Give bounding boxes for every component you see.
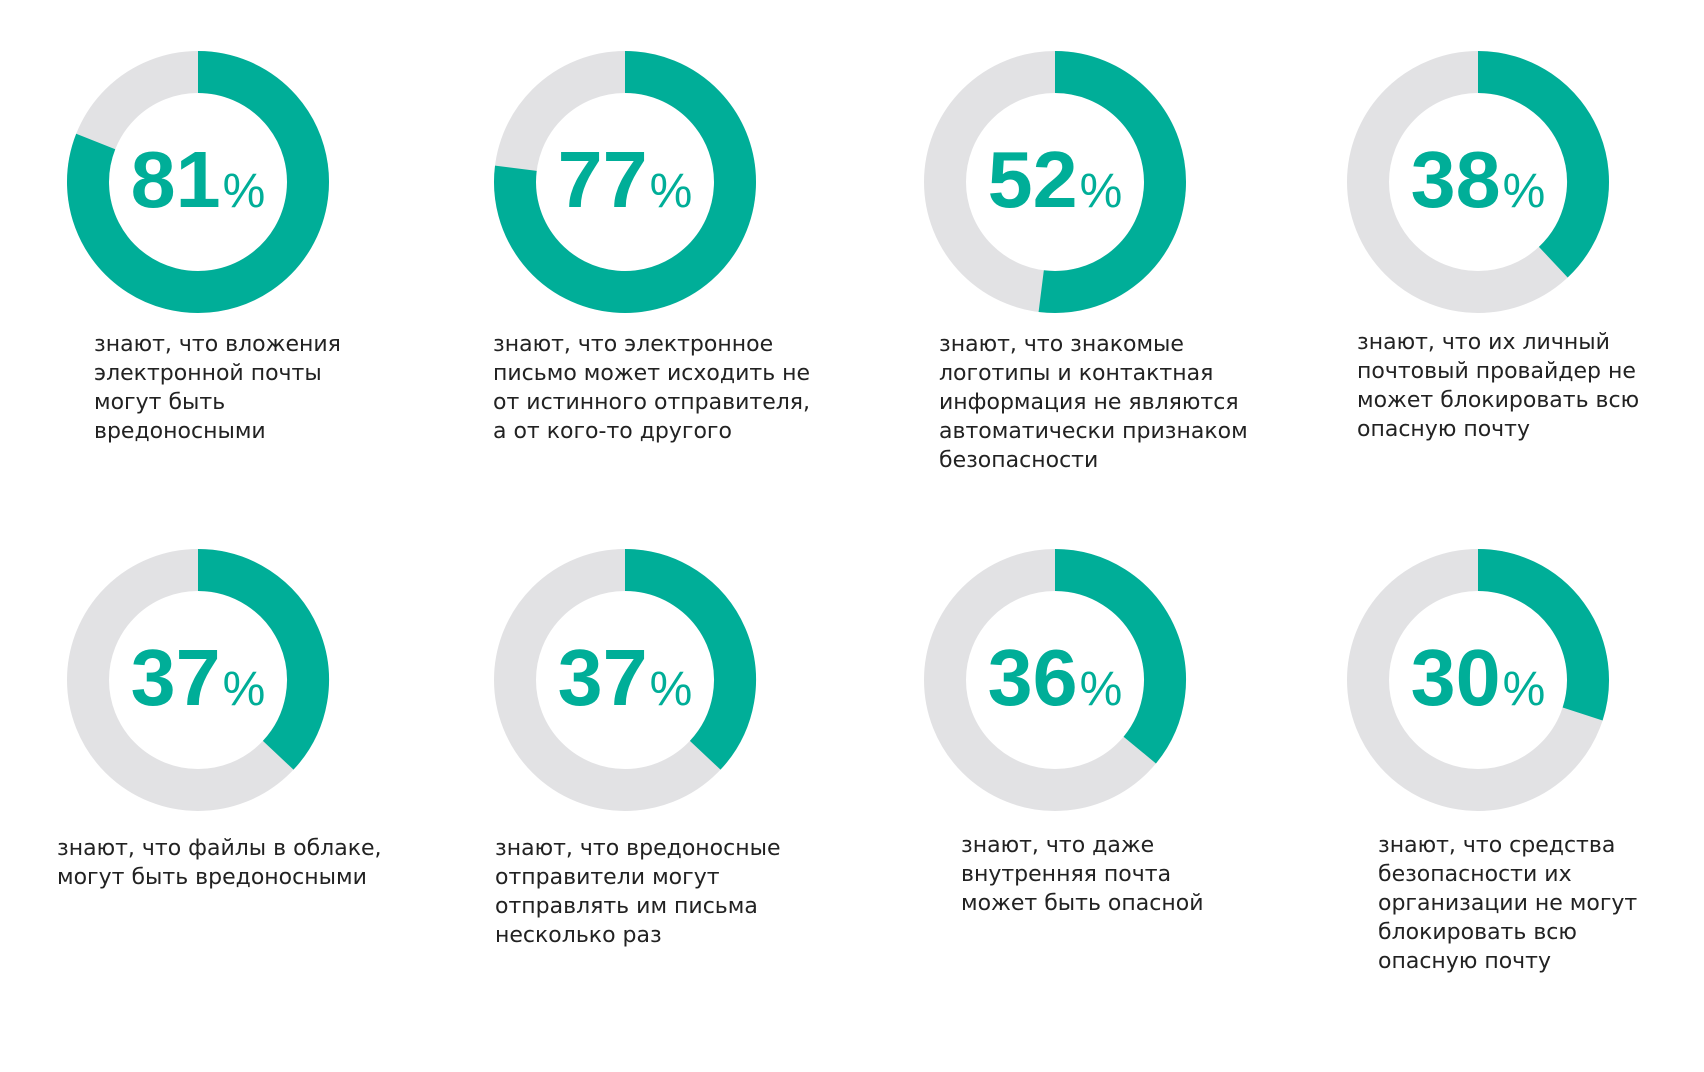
percent-label: 37%	[558, 633, 693, 722]
donut-value-arc	[1477, 549, 1609, 721]
percent-label: 38%	[1411, 135, 1546, 224]
caption-line: безопасности их	[1378, 862, 1572, 887]
percent-value: 37	[558, 633, 648, 722]
percent-sign: %	[223, 165, 266, 218]
stat-caption: знают, что вредоносные отправители могут о…	[495, 834, 781, 950]
caption-line: знают, что знакомые	[939, 332, 1184, 357]
donut-value-arc	[197, 549, 329, 770]
caption-line: несколько раз	[495, 923, 662, 948]
donut-value-arc	[1477, 51, 1609, 278]
donut-value-arc	[1054, 549, 1186, 764]
donut-chart: 37%	[67, 549, 329, 811]
caption-line: знают, что средства	[1378, 833, 1616, 858]
caption-line: могут быть вредоносными	[57, 865, 367, 890]
caption-line: автоматически признаком	[939, 419, 1248, 444]
percent-label: 37%	[131, 633, 266, 722]
percent-sign: %	[1503, 663, 1546, 716]
caption-line: организации не могут	[1378, 891, 1638, 916]
caption-line: опасную почту	[1378, 949, 1552, 974]
percent-value: 38	[1411, 135, 1501, 224]
donut-value-arc	[624, 549, 756, 770]
percent-value: 30	[1411, 633, 1501, 722]
percent-sign: %	[1503, 165, 1546, 218]
percent-label: 36%	[988, 633, 1123, 722]
donut-chart: 36%	[924, 549, 1186, 811]
caption-line: знают, что даже	[961, 833, 1155, 858]
percent-value: 81	[131, 135, 221, 224]
donut-value-arc	[67, 51, 329, 313]
caption-line: внутренняя почта	[961, 862, 1172, 887]
stat-caption: знают, что электронное письмо может исход…	[493, 330, 810, 446]
caption-line: опасную почту	[1357, 417, 1531, 442]
percent-sign: %	[223, 663, 266, 716]
caption-line: информация не являются	[939, 390, 1239, 415]
caption-line: могут быть	[94, 390, 226, 415]
caption-line: логотипы и контактная	[939, 361, 1214, 386]
donut-chart: 37%	[494, 549, 756, 811]
caption-line: отправлять им письма	[495, 894, 758, 919]
caption-line: отправители могут	[495, 865, 720, 890]
donut-chart: 77%	[494, 51, 756, 313]
caption-line: вредоносными	[94, 419, 266, 444]
caption-line: может быть опасной	[961, 891, 1204, 916]
caption-line: почтовый провайдер не	[1357, 359, 1636, 384]
percent-label: 52%	[988, 135, 1123, 224]
caption-line: знают, что электронное	[493, 332, 774, 357]
percent-sign: %	[1080, 165, 1123, 218]
percent-sign: %	[1080, 663, 1123, 716]
stat-caption: знают, что их личный почтовый провайдер н…	[1357, 328, 1639, 444]
donut-value-arc	[494, 51, 756, 313]
caption-line: электронной почты	[94, 361, 322, 386]
caption-line: а от кого-то другого	[493, 419, 732, 444]
percent-value: 36	[988, 633, 1078, 722]
donut-chart: 81%	[67, 51, 329, 313]
percent-sign: %	[650, 663, 693, 716]
caption-line: знают, что файлы в облаке,	[57, 836, 382, 861]
percent-label: 30%	[1411, 633, 1546, 722]
percent-value: 52	[988, 135, 1078, 224]
caption-line: знают, что их личный	[1357, 330, 1610, 355]
donut-chart: 52%	[924, 51, 1186, 313]
caption-line: знают, что вложения	[94, 332, 341, 357]
stat-caption: знают, что файлы в облаке, могут быть вре…	[57, 834, 382, 892]
stat-caption: знают, что вложения электронной почты могу…	[94, 330, 341, 446]
stat-caption: знают, что даже внутренняя почта может быт…	[961, 831, 1204, 918]
caption-line: может блокировать всю	[1357, 388, 1640, 413]
caption-line: от истинного отправителя,	[493, 390, 811, 415]
percent-label: 77%	[558, 135, 693, 224]
caption-line: блокировать всю	[1378, 920, 1577, 945]
caption-line: письмо может исходить не	[493, 361, 811, 386]
stat-caption: знают, что знакомые логотипы и контактная…	[939, 330, 1248, 475]
percent-value: 77	[558, 135, 648, 224]
caption-line: знают, что вредоносные	[495, 836, 781, 861]
donut-value-arc	[1038, 51, 1186, 313]
caption-line: безопасности	[939, 448, 1099, 473]
percent-label: 81%	[131, 135, 266, 224]
percent-sign: %	[650, 165, 693, 218]
percent-value: 37	[131, 633, 221, 722]
stat-caption: знают, что средства безопасности их органи…	[1378, 831, 1637, 976]
donut-chart: 38%	[1347, 51, 1609, 313]
donut-chart: 30%	[1347, 549, 1609, 811]
